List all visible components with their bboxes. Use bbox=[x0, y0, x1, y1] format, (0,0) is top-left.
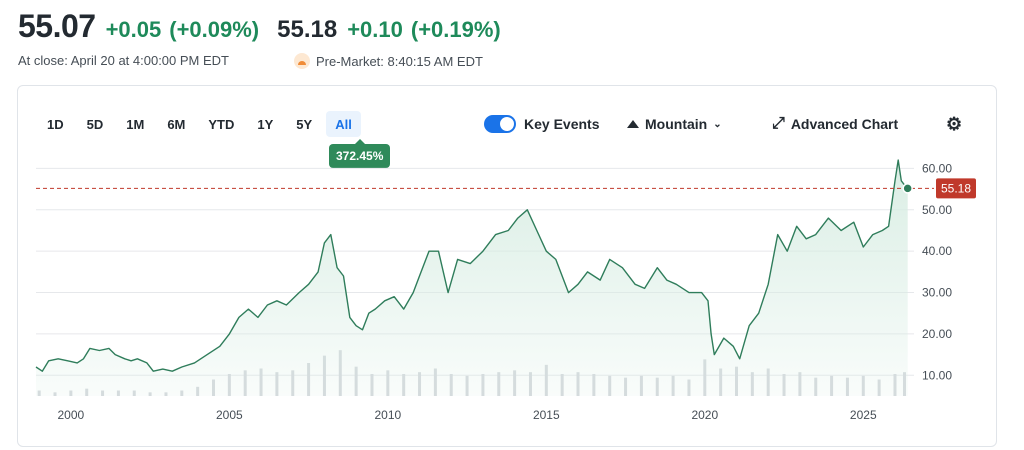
current-price-dot bbox=[902, 183, 913, 194]
y-tick-label: 10.00 bbox=[922, 368, 952, 382]
range-tab-ytd[interactable]: YTD bbox=[208, 116, 235, 132]
expand-icon: ⤢ bbox=[772, 115, 785, 132]
range-tab-6m[interactable]: 6M bbox=[167, 116, 186, 132]
chart-card: 1D 5D 1M 6M YTD 1Y 5Y All 372.45% Key Ev… bbox=[17, 85, 997, 447]
toggle-switch-icon[interactable] bbox=[484, 115, 516, 133]
close-change-percent: (+0.09%) bbox=[169, 17, 260, 42]
price-row: 55.07 +0.05 (+0.09%) 55.18 +0.10 (+0.19%… bbox=[18, 8, 501, 45]
range-tab-1y[interactable]: 1Y bbox=[257, 116, 274, 132]
price-chart[interactable]: 10.00 20.00 30.00 40.00 50.00 60.00 55.18 2000 2… bbox=[18, 86, 996, 446]
current-price-tag bbox=[936, 178, 976, 199]
premarket-info: Pre-Market: 8:40:15 AM EDT bbox=[294, 53, 483, 69]
chart-style-dropdown[interactable]: Mountain ⌄ bbox=[627, 112, 722, 136]
x-tick-label: 2015 bbox=[533, 408, 560, 422]
x-tick-label: 2020 bbox=[691, 408, 718, 422]
y-tick-label: 20.00 bbox=[922, 327, 952, 341]
y-tick-label: 30.00 bbox=[922, 286, 952, 300]
premarket-change: +0.10 bbox=[347, 17, 403, 42]
price-line bbox=[35, 159, 909, 372]
quote-header: 55.07 +0.05 (+0.09%) 55.18 +0.10 (+0.19%… bbox=[18, 8, 1018, 72]
key-events-label: Key Events bbox=[524, 116, 600, 132]
advanced-chart-label: Advanced Chart bbox=[790, 116, 899, 132]
range-tab-5d[interactable]: 5D bbox=[86, 116, 104, 132]
premarket-price: 55.18 bbox=[277, 16, 338, 43]
range-tab-all[interactable]: All bbox=[326, 111, 361, 137]
range-tabs: 1D 5D 1M 6M YTD 1Y 5Y All bbox=[38, 111, 366, 137]
premarket-change-percent: (+0.19%) bbox=[410, 17, 501, 42]
close-price: 55.07 bbox=[18, 8, 96, 44]
advanced-chart-button[interactable]: ⤢ Advanced Chart bbox=[772, 112, 898, 136]
mountain-icon bbox=[627, 120, 639, 128]
key-events-toggle[interactable]: Key Events bbox=[484, 112, 599, 136]
y-tick-label: 50.00 bbox=[922, 203, 952, 217]
premarket-timestamp: Pre-Market: 8:40:15 AM EDT bbox=[316, 53, 483, 69]
range-tab-1m[interactable]: 1M bbox=[126, 116, 145, 132]
gear-icon: ⚙ bbox=[946, 113, 963, 134]
settings-button[interactable]: ⚙ bbox=[946, 112, 962, 136]
x-tick-label: 2000 bbox=[58, 408, 85, 422]
close-timestamp: At close: April 20 at 4:00:00 PM EDT bbox=[18, 53, 229, 68]
chart-style-label: Mountain bbox=[645, 116, 708, 132]
chevron-down-icon: ⌄ bbox=[713, 118, 722, 130]
sunrise-icon bbox=[294, 53, 310, 69]
y-tick-label: 40.00 bbox=[922, 244, 952, 258]
price-area bbox=[36, 160, 908, 396]
current-price-label: 55.18 bbox=[941, 181, 971, 195]
x-tick-label: 2010 bbox=[374, 408, 401, 422]
range-return-badge: 372.45% bbox=[329, 139, 391, 168]
x-tick-label: 2025 bbox=[850, 408, 877, 422]
close-change: +0.05 bbox=[105, 17, 162, 42]
range-tab-5y[interactable]: 5Y bbox=[296, 116, 313, 132]
y-tick-label: 60.00 bbox=[922, 161, 952, 175]
range-tab-1d[interactable]: 1D bbox=[47, 116, 64, 132]
x-tick-label: 2005 bbox=[216, 408, 243, 422]
